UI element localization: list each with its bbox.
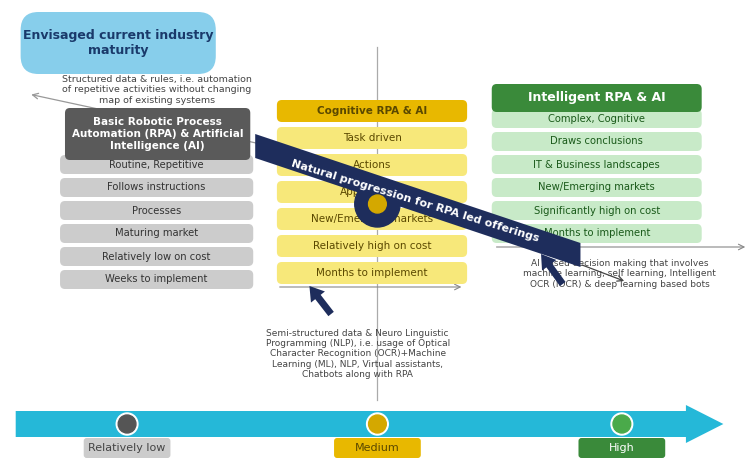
- Text: Weeks to implement: Weeks to implement: [106, 274, 207, 285]
- Text: New/Emerging markets: New/Emerging markets: [311, 214, 433, 224]
- Text: Draws conclusions: Draws conclusions: [551, 136, 643, 146]
- FancyBboxPatch shape: [277, 154, 467, 176]
- Text: Basic Robotic Process
Automation (RPA) & Artificial
Intelligence (AI): Basic Robotic Process Automation (RPA) &…: [72, 117, 243, 151]
- Circle shape: [613, 415, 631, 433]
- FancyBboxPatch shape: [492, 224, 702, 243]
- FancyBboxPatch shape: [65, 108, 250, 160]
- Text: Applications: Applications: [340, 187, 404, 197]
- Circle shape: [118, 415, 136, 433]
- Text: Processes: Processes: [132, 206, 181, 215]
- Text: Maturing market: Maturing market: [115, 229, 198, 238]
- FancyBboxPatch shape: [492, 132, 702, 151]
- FancyBboxPatch shape: [60, 224, 253, 243]
- Text: High: High: [609, 443, 634, 453]
- FancyBboxPatch shape: [277, 262, 467, 284]
- Circle shape: [369, 415, 386, 433]
- FancyArrow shape: [16, 405, 724, 443]
- FancyBboxPatch shape: [60, 201, 253, 220]
- FancyArrow shape: [309, 286, 334, 316]
- Circle shape: [116, 413, 138, 435]
- Text: Relatively low on cost: Relatively low on cost: [103, 251, 210, 261]
- FancyBboxPatch shape: [334, 438, 421, 458]
- Text: IT & Business landscapes: IT & Business landscapes: [533, 159, 660, 170]
- FancyBboxPatch shape: [60, 270, 253, 289]
- Circle shape: [369, 195, 386, 213]
- FancyArrow shape: [541, 254, 565, 286]
- Circle shape: [355, 181, 400, 227]
- FancyBboxPatch shape: [492, 84, 702, 112]
- FancyBboxPatch shape: [277, 235, 467, 257]
- Text: Semi-structured data & Neuro Linguistic
Programming (NLP), i.e. usage of Optical: Semi-structured data & Neuro Linguistic …: [266, 328, 450, 379]
- Text: Significantly high on cost: Significantly high on cost: [533, 206, 660, 215]
- Text: Natural progression for RPA led offerings: Natural progression for RPA led offering…: [290, 158, 540, 243]
- Text: Medium: Medium: [355, 443, 400, 453]
- Text: Actions: Actions: [353, 160, 391, 170]
- FancyBboxPatch shape: [277, 208, 467, 230]
- Text: Relatively low: Relatively low: [88, 443, 166, 453]
- FancyBboxPatch shape: [60, 155, 253, 174]
- FancyBboxPatch shape: [60, 178, 253, 197]
- Text: Months to implement: Months to implement: [544, 229, 650, 238]
- FancyBboxPatch shape: [277, 127, 467, 149]
- Text: Months to implement: Months to implement: [316, 268, 428, 278]
- Text: New/Emerging markets: New/Emerging markets: [539, 182, 655, 193]
- Text: Complex, Cognitive: Complex, Cognitive: [548, 114, 645, 123]
- Text: Routine, Repetitive: Routine, Repetitive: [109, 159, 204, 170]
- FancyBboxPatch shape: [277, 181, 467, 203]
- Text: Relatively high on cost: Relatively high on cost: [313, 241, 431, 251]
- FancyBboxPatch shape: [492, 155, 702, 174]
- Polygon shape: [255, 134, 580, 267]
- Text: Envisaged current industry
maturity: Envisaged current industry maturity: [23, 29, 213, 57]
- Text: Task driven: Task driven: [342, 133, 401, 143]
- Text: AI based decision making that involves
machine learning, self learning, Intellig: AI based decision making that involves m…: [524, 259, 716, 289]
- FancyBboxPatch shape: [492, 178, 702, 197]
- FancyBboxPatch shape: [277, 100, 467, 122]
- Text: Follows instructions: Follows instructions: [107, 182, 206, 193]
- Circle shape: [611, 413, 633, 435]
- Circle shape: [366, 413, 388, 435]
- FancyBboxPatch shape: [21, 12, 216, 74]
- FancyBboxPatch shape: [492, 201, 702, 220]
- FancyBboxPatch shape: [578, 438, 665, 458]
- FancyBboxPatch shape: [84, 438, 171, 458]
- FancyBboxPatch shape: [492, 109, 702, 128]
- Text: Cognitive RPA & AI: Cognitive RPA & AI: [317, 106, 427, 116]
- Text: Intelligent RPA & AI: Intelligent RPA & AI: [528, 91, 666, 104]
- Text: Structured data & rules, i.e. automation
of repetitive activities without changi: Structured data & rules, i.e. automation…: [61, 75, 252, 105]
- FancyBboxPatch shape: [60, 247, 253, 266]
